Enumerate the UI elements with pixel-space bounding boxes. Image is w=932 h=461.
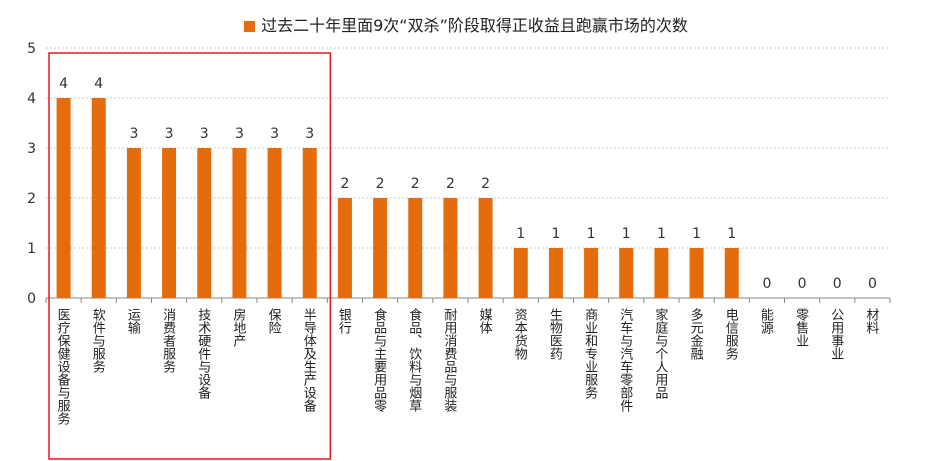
data-label: 1 (657, 226, 666, 242)
bar (267, 148, 282, 298)
bar (548, 248, 563, 298)
data-label: 1 (587, 226, 596, 242)
x-tick-label: 材料 (863, 308, 879, 334)
bar (724, 248, 739, 298)
bar (337, 198, 352, 298)
legend-label: 过去二十年里面9次“双杀”阶段取得正收益且跑赢市场的次数 (261, 16, 688, 35)
y-tick-label: 3 (27, 141, 36, 157)
data-label: 4 (59, 76, 68, 92)
data-label: 3 (235, 126, 244, 142)
x-tick-label: 能源 (757, 308, 773, 334)
x-tick-label: 公用事业 (828, 308, 844, 360)
bar (619, 248, 634, 298)
data-label: 2 (340, 176, 349, 192)
data-label: 3 (129, 126, 138, 142)
x-tick-label: 多元金融 (687, 308, 703, 360)
legend-swatch (244, 21, 256, 32)
x-tick-label: 食品、饮料与烟草 (406, 308, 422, 412)
x-tick-label: 食品与主要用品零 (371, 308, 387, 412)
bar (91, 98, 106, 298)
data-label: 2 (411, 176, 420, 192)
bar (56, 98, 71, 298)
bar (443, 198, 458, 298)
data-label: 3 (270, 126, 279, 142)
bar (478, 198, 493, 298)
bar (232, 148, 247, 298)
data-label: 1 (516, 226, 525, 242)
data-label: 2 (376, 176, 385, 192)
data-label: 1 (692, 226, 701, 242)
data-label: 2 (446, 176, 455, 192)
x-tick-label: 软件与服务 (89, 308, 105, 373)
x-tick-label: 生物医药 (546, 308, 562, 360)
x-tick-label: 电信服务 (722, 308, 738, 360)
data-label: 3 (305, 126, 314, 142)
y-tick-label: 0 (27, 291, 36, 307)
x-tick-label: 保险 (265, 308, 281, 334)
bar (126, 148, 141, 298)
data-label: 0 (762, 276, 771, 292)
x-tick-label: 零售业 (793, 308, 809, 347)
highlight-box (48, 52, 332, 460)
bar (197, 148, 212, 298)
data-label: 2 (481, 176, 490, 192)
bar (162, 148, 177, 298)
data-label: 0 (833, 276, 842, 292)
data-label: 3 (200, 126, 209, 142)
data-label: 1 (622, 226, 631, 242)
data-label: 3 (165, 126, 174, 142)
data-label: 1 (727, 226, 736, 242)
x-tick-label: 家庭与个人用品 (652, 308, 668, 399)
data-label: 0 (868, 276, 877, 292)
x-tick-label: 媒体 (476, 308, 492, 334)
data-label: 4 (94, 76, 103, 92)
x-tick-label: 医疗保健设备与服务 (54, 308, 70, 425)
x-tick-label: 商业和专业服务 (582, 308, 598, 399)
x-tick-label: 耐用消费品与服装 (441, 308, 457, 412)
y-tick-label: 5 (27, 41, 36, 57)
bar (513, 248, 528, 298)
x-tick-label: 消费者服务 (160, 308, 176, 373)
y-tick-label: 4 (27, 91, 36, 107)
x-tick-label: 房地产 (230, 308, 246, 347)
x-tick-label: 运输 (124, 308, 140, 334)
x-tick-label: 汽车与汽车零部件 (617, 308, 633, 412)
y-tick-label: 2 (27, 191, 36, 207)
data-label: 0 (798, 276, 807, 292)
x-tick-label: 银行 (335, 308, 351, 334)
bar (373, 198, 388, 298)
bar (302, 148, 317, 298)
data-label: 1 (551, 226, 560, 242)
bar (654, 248, 669, 298)
x-tick-label: 技术硬件与设备 (195, 308, 211, 399)
y-tick-label: 1 (27, 241, 36, 257)
legend: 过去二十年里面9次“双杀”阶段取得正收益且跑赢市场的次数 (0, 12, 932, 36)
bar (584, 248, 599, 298)
bar (689, 248, 704, 298)
x-tick-label: 半导体及生产设备 (300, 308, 316, 412)
bar (408, 198, 423, 298)
x-tick-label: 资本货物 (511, 308, 527, 360)
